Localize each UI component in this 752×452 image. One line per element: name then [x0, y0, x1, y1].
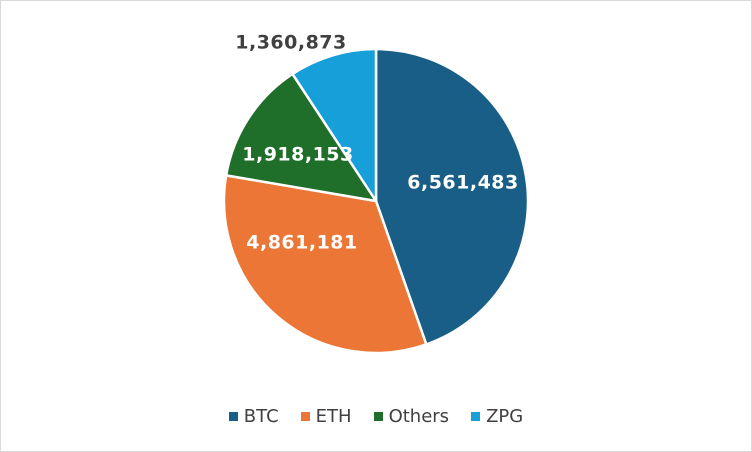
legend: BTC ETH Others ZPG [0, 406, 752, 427]
legend-label: ETH [315, 406, 352, 427]
legend-swatch [228, 412, 238, 421]
pie-slice-others [224, 72, 378, 203]
pie-slice-btc [374, 47, 530, 346]
data-label-btc: 6,561,483 [407, 172, 518, 194]
data-label-zpg: 1,360,873 [235, 32, 346, 54]
data-label-others: 1,918,153 [242, 144, 353, 166]
legend-item-others: Others [373, 406, 450, 427]
pie-slice-eth [222, 174, 428, 355]
legend-swatch [300, 412, 310, 421]
legend-item-zpg: ZPG [471, 406, 523, 427]
legend-swatch [373, 412, 383, 421]
data-label-eth: 4,861,181 [246, 232, 357, 254]
legend-label: BTC [243, 406, 279, 427]
legend-item-eth: ETH [300, 406, 352, 427]
legend-swatch [471, 412, 481, 421]
legend-item-btc: BTC [228, 406, 279, 427]
legend-label: ZPG [486, 406, 524, 427]
legend-label: Others [388, 406, 450, 427]
pie-slice-zpg [291, 47, 378, 203]
